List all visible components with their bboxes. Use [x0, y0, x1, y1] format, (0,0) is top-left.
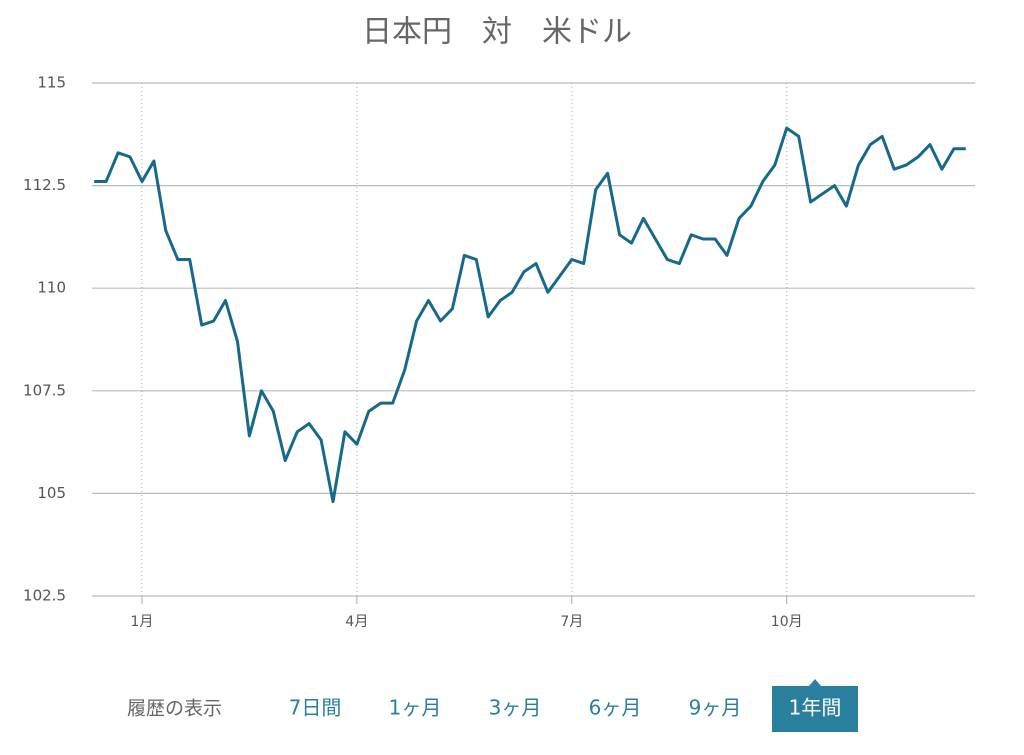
- history-label: 履歴の表示: [127, 698, 222, 720]
- x-tick-label: 10月: [771, 614, 803, 630]
- selected-button[interactable]: [772, 686, 858, 732]
- x-tick-label: 4月: [345, 614, 368, 630]
- y-tick-label: 110: [37, 279, 66, 297]
- y-tick-label: 115: [37, 74, 66, 92]
- range-button[interactable]: 9ヶ月: [689, 696, 742, 720]
- range-button[interactable]: 1ヶ月: [389, 696, 442, 720]
- y-tick-label: 112.5: [23, 176, 66, 194]
- x-tick-label: 7月: [560, 614, 583, 630]
- y-tick-label: 105: [37, 484, 66, 502]
- range-button[interactable]: 7日間: [289, 696, 342, 720]
- range-button[interactable]: 6ヶ月: [589, 696, 642, 720]
- range-button[interactable]: 3ヶ月: [489, 696, 542, 720]
- price-line: [94, 126, 966, 504]
- x-tick-label: 1月: [130, 614, 153, 630]
- y-tick-label: 102.5: [23, 587, 66, 605]
- chart-title: 日本円 対 米ドル: [362, 15, 632, 50]
- y-tick-label: 107.5: [23, 381, 66, 399]
- range-button[interactable]: 1年間: [789, 696, 842, 720]
- selected-pointer: [809, 679, 821, 686]
